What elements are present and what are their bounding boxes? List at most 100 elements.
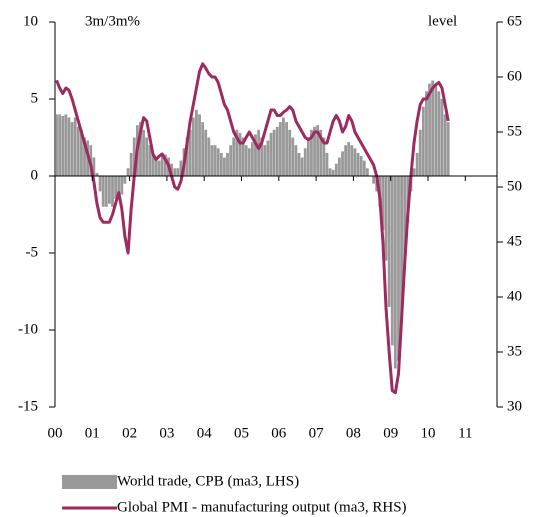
bar bbox=[390, 176, 394, 346]
bar bbox=[238, 132, 242, 176]
y2-tick-label: 50 bbox=[507, 178, 522, 194]
bar bbox=[297, 152, 301, 176]
x-tick-label: 01 bbox=[85, 425, 100, 441]
bar bbox=[421, 106, 425, 176]
bar bbox=[129, 152, 133, 176]
bar bbox=[260, 137, 264, 176]
bar bbox=[98, 176, 102, 192]
bar bbox=[235, 129, 239, 176]
bar bbox=[412, 168, 416, 176]
bar bbox=[381, 176, 385, 230]
bar bbox=[372, 176, 375, 184]
bar bbox=[384, 176, 388, 261]
y-tick-label: -10 bbox=[18, 321, 38, 337]
y2-tick-label: 40 bbox=[507, 288, 522, 304]
legend-label: Global PMI - manufacturing output (ma3, … bbox=[117, 499, 407, 515]
bar bbox=[272, 129, 276, 176]
bar bbox=[310, 129, 313, 176]
bar bbox=[126, 168, 130, 176]
bar bbox=[285, 122, 288, 176]
x-tick-label: 09 bbox=[383, 425, 398, 441]
bar bbox=[210, 145, 214, 176]
bar bbox=[213, 145, 217, 176]
bar bbox=[319, 129, 323, 176]
bar bbox=[95, 172, 99, 176]
bar bbox=[92, 157, 96, 176]
y2-tick-label: 55 bbox=[507, 123, 522, 139]
left-axis-unit: 3m/3m% bbox=[85, 13, 140, 29]
bar bbox=[328, 168, 332, 176]
bar bbox=[418, 129, 422, 176]
line bbox=[55, 62, 450, 395]
bar bbox=[80, 129, 83, 176]
bar bbox=[269, 132, 273, 176]
bar bbox=[263, 145, 267, 176]
bar bbox=[101, 176, 105, 207]
bar bbox=[207, 137, 211, 176]
y2-tick-label: 35 bbox=[507, 343, 522, 359]
bar bbox=[365, 168, 369, 176]
bar bbox=[111, 176, 114, 207]
bar bbox=[185, 137, 189, 176]
bar bbox=[76, 126, 80, 176]
legend-swatch bbox=[62, 475, 117, 489]
bar bbox=[362, 160, 366, 176]
x-tick-label: 00 bbox=[48, 425, 63, 441]
bar bbox=[108, 176, 111, 204]
bar bbox=[145, 137, 149, 176]
bar bbox=[356, 152, 360, 176]
bar bbox=[275, 126, 279, 176]
bar bbox=[154, 157, 158, 176]
bar bbox=[61, 115, 65, 176]
bar bbox=[229, 145, 233, 176]
y-tick-label: 0 bbox=[31, 167, 39, 183]
bar bbox=[188, 129, 192, 176]
bar bbox=[440, 99, 444, 176]
bar bbox=[117, 176, 121, 192]
bar bbox=[278, 122, 282, 176]
bar bbox=[132, 137, 136, 176]
bar bbox=[83, 137, 86, 176]
bar bbox=[151, 152, 155, 176]
bar bbox=[232, 137, 236, 176]
bar bbox=[244, 145, 248, 176]
y-tick-label: -15 bbox=[18, 398, 38, 414]
legend-label: World trade, CPB (ma3, LHS) bbox=[117, 473, 299, 489]
bar bbox=[160, 155, 164, 176]
bar bbox=[55, 114, 58, 176]
bar bbox=[195, 109, 198, 176]
bar bbox=[291, 137, 295, 176]
bar bbox=[397, 176, 400, 361]
bar bbox=[313, 126, 316, 176]
bar bbox=[70, 122, 74, 176]
bar bbox=[282, 117, 285, 176]
x-tick-label: 08 bbox=[346, 425, 361, 441]
bar bbox=[331, 169, 335, 176]
bar bbox=[241, 137, 245, 176]
bar bbox=[257, 129, 261, 176]
x-tick-label: 05 bbox=[234, 425, 249, 441]
bar bbox=[179, 160, 183, 176]
bar bbox=[114, 176, 117, 200]
bar bbox=[434, 83, 438, 176]
bar bbox=[337, 157, 341, 176]
bar bbox=[73, 117, 77, 176]
bar bbox=[157, 160, 161, 176]
y2-tick-label: 60 bbox=[507, 68, 522, 84]
bar bbox=[198, 114, 201, 176]
bar bbox=[428, 83, 431, 176]
bar bbox=[142, 129, 145, 176]
x-tick-label: 06 bbox=[271, 425, 287, 441]
bar bbox=[123, 176, 127, 184]
bar bbox=[431, 80, 435, 176]
bar bbox=[254, 134, 257, 176]
bar bbox=[163, 154, 167, 176]
bar bbox=[191, 117, 195, 176]
bar bbox=[425, 91, 428, 176]
right-axis-unit: level bbox=[428, 13, 457, 29]
bar bbox=[443, 114, 447, 176]
bar bbox=[223, 157, 226, 176]
bar bbox=[322, 137, 326, 176]
bar bbox=[353, 148, 357, 176]
bar bbox=[325, 152, 329, 176]
